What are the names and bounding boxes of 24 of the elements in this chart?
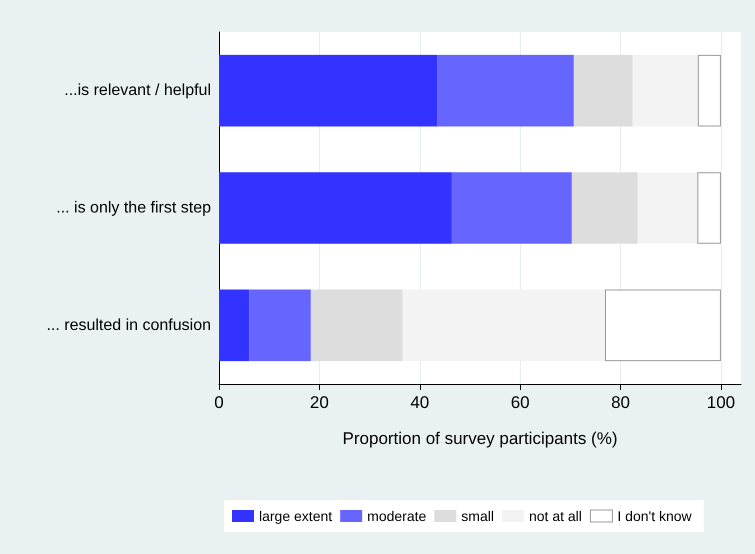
bar xyxy=(219,172,452,244)
x-tick-label: 20 xyxy=(310,393,329,412)
y-tick-label: ... resulted in confusion xyxy=(46,316,211,334)
legend-label: small xyxy=(461,508,494,524)
bar xyxy=(249,290,311,362)
x-tick-label: 60 xyxy=(510,393,530,412)
legend-label: I don't know xyxy=(617,508,693,524)
bar xyxy=(219,290,250,362)
x-tick-label: 0 xyxy=(214,393,224,412)
bar xyxy=(574,54,633,126)
legend-label: large extent xyxy=(259,508,332,524)
legend-label: moderate xyxy=(367,508,427,524)
legend-label: not at all xyxy=(528,508,582,524)
bar xyxy=(310,290,403,362)
x-tick-label: 80 xyxy=(611,393,630,412)
x-tick-label: 100 xyxy=(706,393,736,412)
bar xyxy=(572,172,638,244)
y-tick-label: ...is relevant / helpful xyxy=(64,82,211,100)
y-tick-label: ... is only the first step xyxy=(56,200,212,216)
bar xyxy=(452,172,572,244)
x-tick-label: 40 xyxy=(410,393,430,412)
x-axis-title: Proportion of survey participants (%) xyxy=(342,429,618,448)
bar xyxy=(219,54,438,126)
bar xyxy=(437,54,574,126)
